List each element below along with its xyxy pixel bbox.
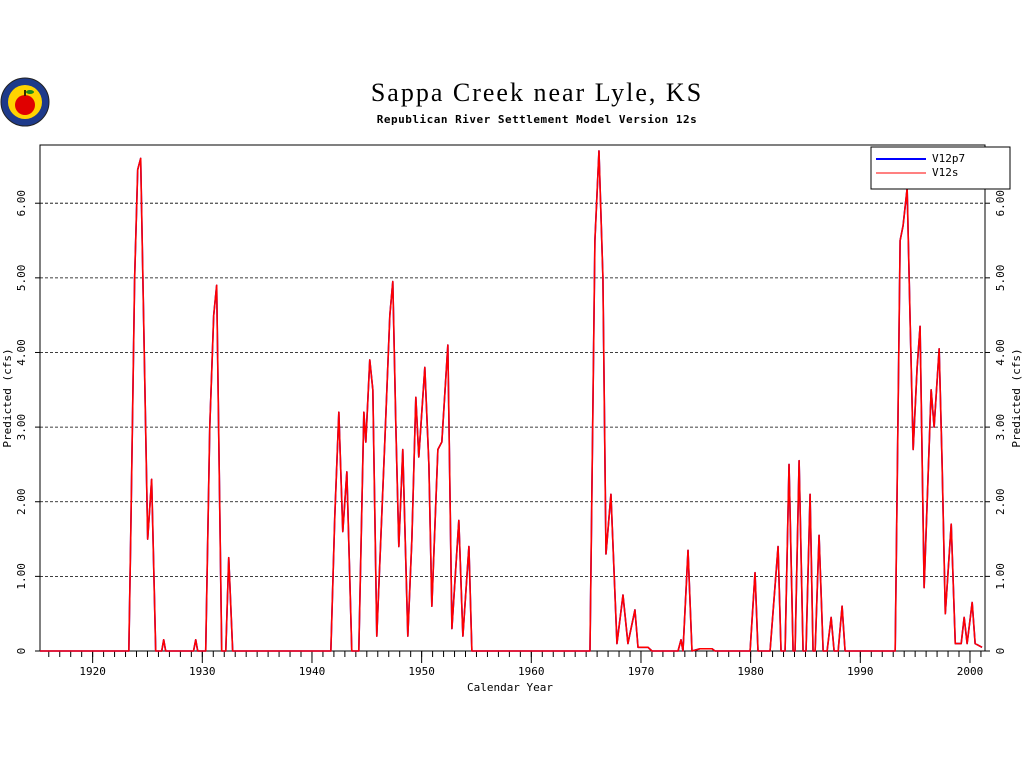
x-tick-label: 1950 <box>408 665 435 678</box>
legend-box <box>870 146 1011 190</box>
y-tick-label: 1.00 <box>15 563 28 590</box>
logo <box>0 77 50 127</box>
y-tick-label: 6.00 <box>15 190 28 217</box>
y-axis-label: Predicted (cfs) <box>1 348 14 447</box>
legend-label: V12s <box>932 166 959 179</box>
x-axis-label: Calendar Year <box>467 681 553 694</box>
y2-tick-label: 6.00 <box>994 190 1007 217</box>
x-tick-label: 2000 <box>957 665 984 678</box>
x-tick-label: 1930 <box>189 665 216 678</box>
y-tick-label: 4.00 <box>15 339 28 366</box>
x-tick-label: 1970 <box>628 665 655 678</box>
y2-tick-label: 4.00 <box>994 339 1007 366</box>
y2-tick-label: 5.00 <box>994 265 1007 292</box>
x-tick-label: 1940 <box>299 665 326 678</box>
legend-label: V12p7 <box>932 152 965 165</box>
y2-axis-label: Predicted (cfs) <box>1010 348 1023 447</box>
y-tick-label: 0 <box>15 648 28 655</box>
y-tick-label: 5.00 <box>15 265 28 292</box>
x-tick-label: 1920 <box>79 665 106 678</box>
y2-tick-label: 2.00 <box>994 488 1007 514</box>
x-tick-label: 1960 <box>518 665 545 678</box>
y2-tick-label: 0 <box>994 648 1007 655</box>
y2-tick-label: 1.00 <box>994 563 1007 590</box>
y-tick-label: 3.00 <box>15 414 28 441</box>
y-tick-label: 2.00 <box>15 488 28 514</box>
plot-frame <box>39 144 986 652</box>
chart-title: Sappa Creek near Lyle, KS <box>371 78 703 107</box>
series-line <box>40 150 983 652</box>
x-tick-label: 1990 <box>847 665 874 678</box>
chart-subtitle: Republican River Settlement Model Versio… <box>377 113 698 126</box>
x-tick-label: 1980 <box>737 665 764 678</box>
y2-tick-label: 3.00 <box>994 414 1007 441</box>
